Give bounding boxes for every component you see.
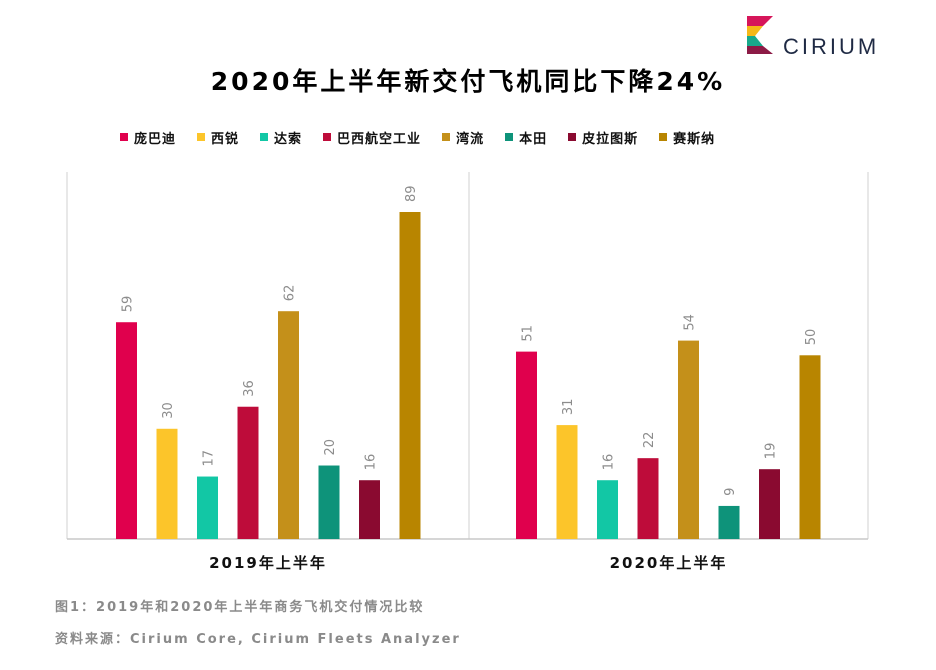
data-label: 36: [242, 380, 257, 397]
x-tick-label: 2019年上半年: [209, 554, 327, 572]
bar: [759, 469, 780, 539]
data-label: 22: [642, 432, 657, 449]
bar: [516, 351, 537, 539]
x-tick-label: 2020年上半年: [610, 554, 728, 572]
data-label: 16: [364, 454, 379, 471]
legend-item: 皮拉图斯: [568, 128, 638, 147]
legend-label: 巴西航空工业: [337, 131, 422, 147]
data-label: 50: [804, 329, 819, 346]
data-label: 62: [283, 285, 298, 302]
bar: [556, 425, 578, 539]
legend-item: 巴西航空工业: [323, 128, 421, 147]
data-label: 89: [404, 185, 419, 202]
legend-label: 西锐: [211, 131, 240, 147]
figure-caption: 图1：2019年和2020年上半年商务飞机交付情况比较: [55, 600, 425, 615]
bar: [197, 476, 218, 539]
bar: [718, 505, 740, 539]
legend-label: 湾流: [456, 131, 485, 147]
bar: [597, 480, 618, 539]
bar: [678, 340, 699, 539]
bar: [278, 311, 299, 539]
legend-swatch: [442, 133, 451, 141]
data-label: 31: [561, 399, 576, 416]
legend-item: 湾流: [442, 128, 484, 147]
data-label: 17: [202, 450, 217, 467]
cirium-logo: CIRIUM: [745, 14, 905, 64]
legend-label: 本田: [519, 131, 548, 147]
bar: [637, 458, 659, 539]
legend-item: 庞巴迪: [120, 128, 176, 147]
data-label: 16: [602, 454, 617, 471]
legend-swatch: [120, 133, 128, 141]
cirium-logo-icon: [747, 16, 773, 54]
legend-item: 赛斯纳: [659, 128, 715, 147]
data-label: 19: [764, 443, 779, 460]
source-caption: 资料来源：Cirium Core, Cirium Fleets Analyzer: [55, 632, 461, 647]
legend-item: 本田: [505, 128, 547, 147]
logo-wordmark: CIRIUM: [783, 34, 880, 59]
legend-item: 达索: [260, 128, 302, 147]
legend-swatch: [505, 133, 514, 141]
bar: [318, 465, 340, 539]
legend-swatch: [323, 133, 332, 141]
bar: [237, 406, 259, 539]
bar-chart: 59 30 17 36 62 20 16 89 2019年上半年 51 31 16 22 54 9 19 50 2…: [66, 172, 869, 572]
data-label: 59: [121, 296, 136, 313]
legend-swatch: [260, 133, 269, 141]
bar: [399, 212, 421, 539]
data-label: 30: [161, 402, 176, 419]
bar: [799, 355, 821, 539]
bar: [156, 428, 178, 539]
data-label: 9: [723, 488, 738, 496]
legend-swatch: [659, 133, 668, 141]
legend-label: 达索: [274, 131, 303, 147]
chart-title: 2020年上半年新交付飞机同比下降24%: [210, 67, 726, 96]
legend-label: 皮拉图斯: [582, 131, 639, 147]
bar: [359, 480, 380, 539]
data-label: 51: [521, 325, 536, 342]
legend-swatch: [568, 133, 577, 141]
legend-item: 西锐: [197, 128, 239, 147]
legend-label: 赛斯纳: [673, 131, 716, 147]
legend: 庞巴迪 西锐 达索 巴西航空工业 湾流 本田 皮拉图斯 赛斯纳: [120, 128, 736, 147]
bar: [116, 322, 137, 539]
legend-label: 庞巴迪: [134, 131, 177, 147]
data-label: 54: [683, 314, 698, 331]
legend-swatch: [197, 133, 206, 141]
data-label: 20: [323, 439, 338, 456]
